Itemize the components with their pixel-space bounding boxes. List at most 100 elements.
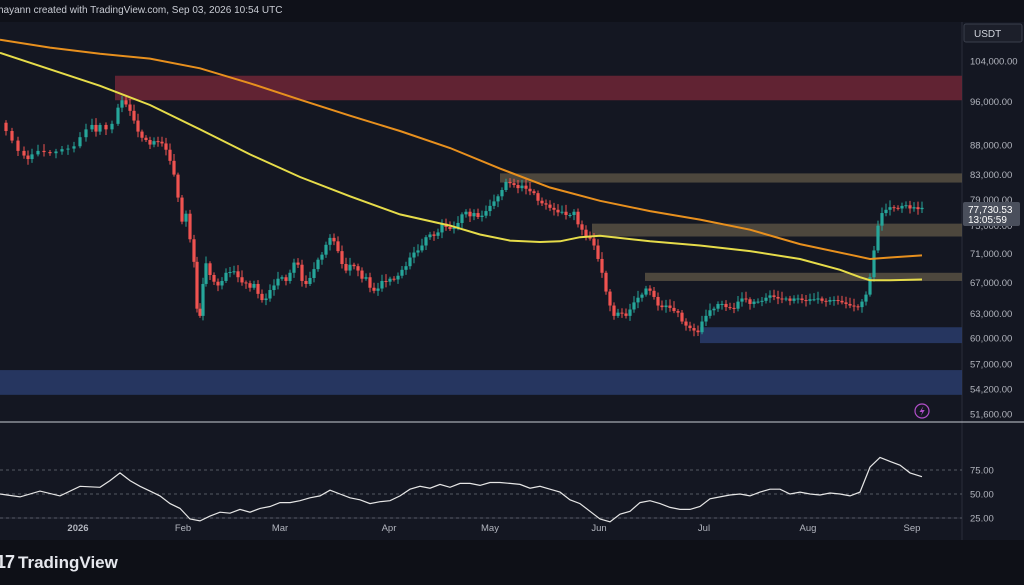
price-axis-label: 54,200.00 <box>970 385 1012 396</box>
candle-body <box>352 264 356 267</box>
price-chart[interactable]: 104,000.00 96,000.00 88,000.00 83,000.00 79,… <box>0 22 1024 540</box>
footer-bar: 17 TradingView <box>0 540 1024 585</box>
candle-body <box>30 154 34 160</box>
candle-body <box>84 129 88 138</box>
candle-body <box>772 295 776 297</box>
candle-body <box>828 300 832 302</box>
candle-body <box>848 303 852 306</box>
candle-body <box>104 124 108 130</box>
candle-body <box>308 277 312 284</box>
candle-body <box>736 301 740 309</box>
created-with-text: hayann created with TradingView.com, Sep… <box>0 5 283 16</box>
candle-body <box>548 204 552 208</box>
candle-body <box>812 299 816 301</box>
candle-body <box>144 137 148 141</box>
candle-body <box>292 262 296 273</box>
candle-body <box>136 120 140 132</box>
top-header-bar: hayann created with TradingView.com, Sep… <box>0 0 1024 22</box>
candle-body <box>792 298 796 301</box>
candle-body <box>300 264 304 281</box>
candle-body <box>544 203 548 205</box>
candle-body <box>668 305 672 308</box>
candle-body <box>42 150 46 153</box>
supply-zone <box>115 75 962 101</box>
candle-body <box>372 287 376 291</box>
candle-body <box>864 294 868 302</box>
candle-body <box>368 277 372 288</box>
candle-body <box>608 291 612 306</box>
candle-body <box>228 272 232 274</box>
candle-body <box>768 295 772 298</box>
candle-body <box>316 259 320 270</box>
candle-body <box>808 299 812 301</box>
candle-body <box>216 281 220 286</box>
candle-body <box>72 146 76 149</box>
candle-body <box>276 278 280 286</box>
rsi-axis-label: 75.00 <box>970 466 994 477</box>
candle-body <box>110 123 114 130</box>
candle-body <box>696 330 700 333</box>
candle-body <box>756 301 760 303</box>
candle-body <box>94 124 98 132</box>
candle-body <box>360 270 364 279</box>
candle-body <box>416 250 420 253</box>
candle-body <box>492 201 496 206</box>
lightning-icon[interactable] <box>914 403 930 419</box>
price-axis-label: 83,000.00 <box>970 170 1012 181</box>
price-axis-label: 79,000.00 <box>970 195 1012 206</box>
candle-body <box>680 312 684 322</box>
candle-body <box>332 237 336 242</box>
time-axis-label: May <box>481 523 499 534</box>
candle-body <box>348 264 352 271</box>
candle-body <box>152 141 156 145</box>
candle-body <box>90 124 94 130</box>
candle-body <box>916 207 920 210</box>
candle-body <box>524 185 528 189</box>
candle-body <box>260 293 264 301</box>
candle-body <box>10 131 14 141</box>
candle-body <box>708 310 712 316</box>
price-axis-label: 67,000.00 <box>970 278 1012 289</box>
rsi-line <box>0 456 923 523</box>
candle-body <box>896 207 900 209</box>
candle-body <box>460 214 464 223</box>
candle-body <box>740 298 744 302</box>
candle-body <box>78 137 82 147</box>
candle-body <box>872 250 876 278</box>
candle-body <box>572 211 576 216</box>
candle-body <box>664 305 668 308</box>
current-price-label: 77,730.53 <box>968 205 1013 216</box>
candle-body <box>904 205 908 207</box>
current-price-tag <box>963 202 1020 226</box>
candle-body <box>564 211 568 216</box>
candle-body <box>124 100 128 105</box>
candle-body <box>364 277 368 279</box>
candle-body <box>148 140 152 145</box>
quote-currency-box <box>963 23 1023 43</box>
candle-body <box>780 298 784 300</box>
candle-body <box>892 207 896 209</box>
candle-body <box>584 229 588 237</box>
tradingview-brand: 17 TradingView <box>0 552 118 573</box>
candle-body <box>232 271 236 273</box>
price-axis-label: 60,000.00 <box>970 334 1012 345</box>
candle-body <box>468 211 472 217</box>
candle-body <box>552 207 556 210</box>
ema-100-line <box>0 51 923 282</box>
resistance-zone <box>592 223 962 237</box>
candle-body <box>256 283 260 294</box>
candle-body <box>636 297 640 303</box>
candle-body <box>876 225 880 251</box>
tradingview-wordmark: TradingView <box>18 552 118 572</box>
candle-body <box>448 226 452 230</box>
candle-body <box>48 152 52 154</box>
candle-body <box>900 205 904 209</box>
candle-body <box>716 303 720 309</box>
candle-body <box>852 305 856 307</box>
candle-body <box>648 288 652 291</box>
price-axis-label: 96,000.00 <box>970 97 1012 108</box>
candle-body <box>652 290 656 297</box>
candle-body <box>556 209 560 213</box>
candle-body <box>464 211 468 215</box>
candle-body <box>536 193 540 201</box>
